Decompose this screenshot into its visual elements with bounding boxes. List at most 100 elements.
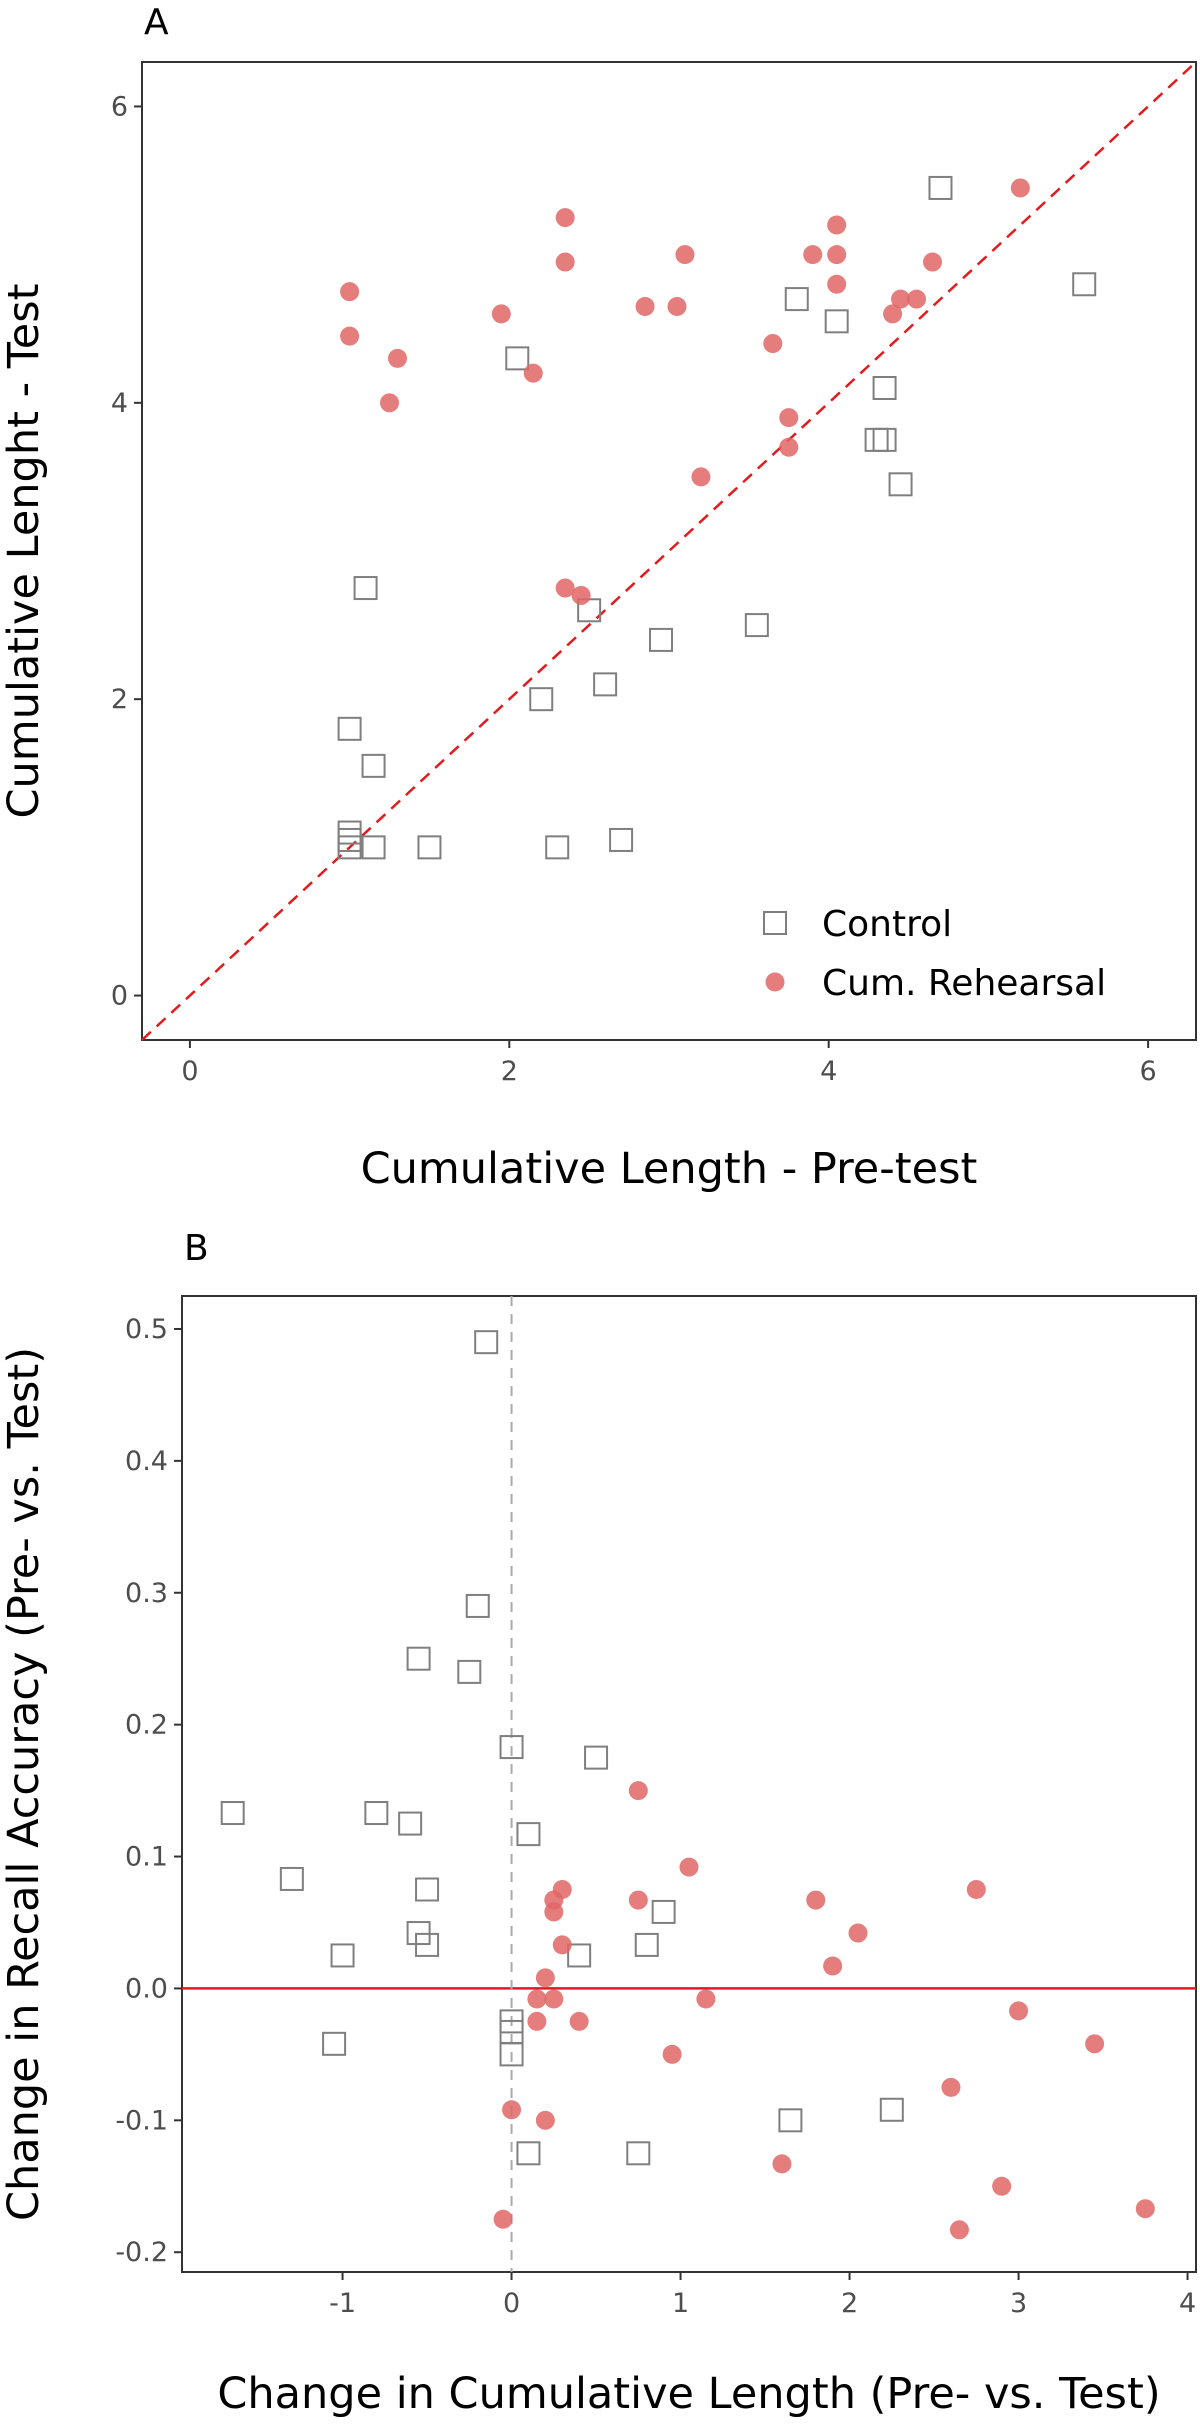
panel-b-point-control <box>398 1811 423 1836</box>
panel-b-point-control <box>567 1943 592 1968</box>
panel-a-point-rehearsal <box>691 467 711 487</box>
panel-b-point-rehearsal <box>806 1890 826 1910</box>
panel-a-identity-line <box>141 61 1197 1041</box>
panel-a-point-control <box>545 835 570 860</box>
panel-a-point-control <box>505 346 530 371</box>
panel-b-point-control <box>330 1943 355 1968</box>
panel-a-point-control <box>888 472 913 497</box>
panel-b-point-control <box>499 2042 524 2067</box>
panel-b-point-control <box>279 1866 304 1891</box>
panel-b-point-rehearsal <box>544 1989 564 2009</box>
panel-b-point-rehearsal <box>823 1956 843 1976</box>
panel-b-point-rehearsal <box>949 2220 969 2240</box>
panel-a-point-rehearsal <box>571 585 591 605</box>
panel-b-point-control <box>516 2141 541 2166</box>
panel-a-x-tick-label: 6 <box>1139 1056 1156 1087</box>
panel-b-point-control <box>584 1745 609 1770</box>
panel-a-point-control <box>744 613 769 638</box>
panel-a-point-control <box>824 309 849 334</box>
panel-a-point-rehearsal <box>667 297 687 316</box>
panel-a-point-rehearsal <box>827 274 847 294</box>
panel-b-point-rehearsal <box>535 2110 555 2130</box>
panel-a-point-control <box>529 687 554 712</box>
panel-b-x-tick-label: 0 <box>503 2288 520 2319</box>
panel-b-y-tick-label: 0.3 <box>125 1578 168 1609</box>
panel-a-y-tick-label: 6 <box>111 91 128 122</box>
panel-b-point-control <box>465 1593 490 1618</box>
panel-a-point-rehearsal <box>779 408 799 428</box>
panel-a-point-control <box>337 835 362 860</box>
panel-a-point-control <box>928 175 953 200</box>
panel-a-point-rehearsal <box>340 282 360 302</box>
panel-a-x-axis-title: Cumulative Length - Pre-test <box>361 1144 978 1194</box>
panel-a-point-rehearsal <box>883 304 903 324</box>
panel-b: B Change in Recall Accuracy (Pre- vs. Te… <box>0 1228 1197 2419</box>
panel-b-point-control <box>220 1801 245 1826</box>
panel-b-point-rehearsal <box>535 1968 555 1988</box>
panel-b-point-control <box>516 1822 541 1847</box>
panel-a-point-control <box>864 427 889 452</box>
panel-a-legend-swatch-control <box>763 911 787 935</box>
panel-b-y-tick-label: 0.5 <box>125 1314 168 1345</box>
panel-a-point-rehearsal <box>827 215 847 235</box>
panel-a-point-control <box>1072 272 1097 297</box>
panel-a-point-control <box>417 835 442 860</box>
panel-a-y-axis-title: Cumulative Lenght - Test <box>0 284 49 819</box>
panel-a-point-control <box>353 576 378 601</box>
panel-a-point-control <box>872 376 897 400</box>
panel-b-point-control <box>364 1801 389 1826</box>
panel-b-point-control <box>626 2141 651 2166</box>
panel-a-point-rehearsal <box>803 245 823 265</box>
panel-a-point-rehearsal <box>891 289 911 309</box>
panel-a-point-rehearsal <box>555 252 575 272</box>
panel-b-point-rehearsal <box>502 2100 522 2120</box>
panel-b-point-rehearsal <box>696 1989 716 2009</box>
panel-b-point-control <box>879 2097 904 2122</box>
panel-b-point-rehearsal <box>527 1989 547 2009</box>
panel-a-point-rehearsal <box>675 245 695 265</box>
panel-a-point-rehearsal <box>523 363 543 383</box>
panel-b-point-control <box>634 1932 659 1957</box>
panel-b-point-rehearsal <box>941 2077 961 2097</box>
panel-a-y-tick-label: 0 <box>111 981 128 1012</box>
panel-a-point-rehearsal <box>555 578 575 598</box>
panel-a-point-control <box>649 627 674 652</box>
panel-a: A Cumulative Lenght - Test Cumulative Le… <box>0 2 1197 1194</box>
panel-b-label: B <box>184 1228 209 1269</box>
panel-b-point-rehearsal <box>1135 2199 1155 2219</box>
panel-b-y-tick-label: 0.0 <box>125 1973 168 2004</box>
panel-a-x-tick-label: 2 <box>501 1056 518 1087</box>
panel-a-point-rehearsal <box>555 208 575 228</box>
panel-b-point-control <box>457 1659 482 1684</box>
panel-b-y-tick-label: 0.2 <box>125 1710 168 1741</box>
panel-b-point-control <box>499 1735 524 1760</box>
panel-a-point-control <box>361 835 386 860</box>
panel-a-point-rehearsal <box>388 348 408 368</box>
panel-b-point-rehearsal <box>992 2176 1012 2196</box>
panel-a-y-tick-label: 2 <box>111 684 128 715</box>
panel-a-point-control <box>872 427 897 452</box>
panel-b-point-rehearsal <box>552 1935 572 1955</box>
panel-a-frame <box>141 61 1197 1041</box>
panel-b-point-control <box>415 1932 440 1957</box>
panel-a-point-rehearsal <box>923 252 942 272</box>
panel-b-point-rehearsal <box>848 1923 868 1943</box>
panel-b-y-tick-label: -0.2 <box>115 2237 168 2268</box>
panel-a-label: A <box>144 2 169 43</box>
panel-a-point-rehearsal <box>340 326 360 346</box>
panel-b-point-rehearsal <box>569 2011 589 2031</box>
panel-a-point-control <box>609 827 634 852</box>
panel-b-point-rehearsal <box>628 1890 648 1910</box>
panel-b-x-tick-label: 3 <box>1010 2288 1027 2319</box>
panel-b-x-tick-label: 1 <box>672 2288 689 2319</box>
panel-a-point-control <box>593 672 618 697</box>
panel-a-point-control <box>337 716 362 741</box>
panel-b-point-control <box>474 1330 499 1355</box>
panel-b-point-rehearsal <box>679 1857 699 1877</box>
panel-b-y-tick-label: 0.1 <box>125 1842 168 1873</box>
panel-b-point-rehearsal <box>1009 2001 1029 2021</box>
panel-b-point-control <box>415 1877 440 1902</box>
panel-a-x-tick-label: 0 <box>181 1056 198 1087</box>
panel-a-point-rehearsal <box>380 393 400 413</box>
